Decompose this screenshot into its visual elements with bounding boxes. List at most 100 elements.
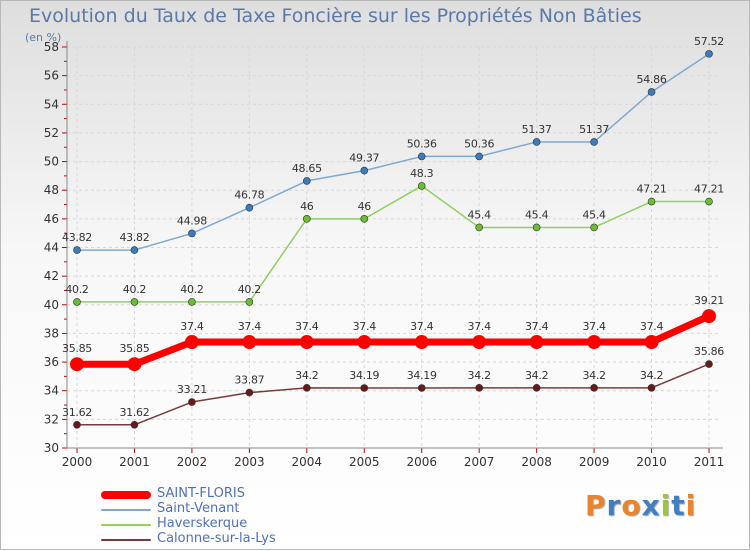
x-tick-label: 2001 bbox=[119, 455, 150, 469]
data-point-saint-venant bbox=[303, 177, 311, 185]
data-label-calonne-sur-la-lys: 35.86 bbox=[694, 345, 724, 358]
data-point-saint-floris bbox=[357, 335, 372, 350]
data-label-saint-venant: 43.82 bbox=[62, 231, 92, 244]
data-label-calonne-sur-la-lys: 34.19 bbox=[349, 369, 379, 382]
x-tick-label: 2006 bbox=[406, 455, 437, 469]
data-point-calonne-sur-la-lys bbox=[245, 388, 254, 397]
data-label-calonne-sur-la-lys: 34.2 bbox=[468, 369, 491, 382]
logo-letter: P bbox=[585, 489, 607, 522]
data-label-haverskerque: 47.21 bbox=[694, 183, 724, 196]
data-label-saint-venant: 48.65 bbox=[292, 162, 322, 175]
x-tick-label: 2009 bbox=[579, 455, 610, 469]
y-tick-label: 42 bbox=[44, 269, 59, 283]
data-label-calonne-sur-la-lys: 33.87 bbox=[234, 374, 264, 387]
data-point-haverskerque bbox=[130, 298, 139, 306]
data-point-saint-floris bbox=[472, 335, 487, 350]
data-point-haverskerque bbox=[532, 223, 541, 232]
data-label-haverskerque: 48.3 bbox=[410, 167, 434, 180]
legend-swatch bbox=[101, 491, 151, 499]
data-point-calonne-sur-la-lys bbox=[705, 360, 713, 368]
x-tick-label: 2000 bbox=[62, 455, 93, 469]
series-line-saint-venant bbox=[77, 53, 710, 251]
y-tick-label: 44 bbox=[44, 241, 59, 255]
data-point-saint-floris bbox=[184, 335, 199, 350]
data-point-saint-venant bbox=[130, 246, 139, 254]
data-point-calonne-sur-la-lys bbox=[590, 384, 598, 392]
x-tick-label: 2010 bbox=[636, 455, 667, 469]
proxiti-logo: Proxiti bbox=[585, 489, 696, 522]
data-point-haverskerque bbox=[303, 215, 311, 223]
y-tick-label: 30 bbox=[44, 441, 59, 455]
series-line-calonne-sur-la-lys bbox=[77, 363, 710, 426]
data-point-saint-floris bbox=[702, 309, 716, 324]
data-point-haverskerque bbox=[590, 223, 598, 232]
data-point-calonne-sur-la-lys bbox=[73, 420, 81, 429]
data-point-calonne-sur-la-lys bbox=[532, 384, 541, 392]
data-label-saint-venant: 44.98 bbox=[177, 214, 207, 227]
data-label-saint-floris: 37.4 bbox=[180, 320, 204, 333]
data-label-haverskerque: 40.2 bbox=[65, 283, 88, 296]
legend-label: Saint-Venant bbox=[157, 501, 240, 516]
data-label-calonne-sur-la-lys: 31.62 bbox=[62, 406, 92, 419]
logo-letter: t bbox=[671, 489, 686, 522]
data-point-haverskerque bbox=[475, 223, 483, 232]
data-label-calonne-sur-la-lys: 33.21 bbox=[177, 383, 207, 396]
y-tick-label: 56 bbox=[44, 69, 59, 83]
legend-swatch bbox=[101, 539, 151, 541]
data-label-haverskerque: 47.21 bbox=[637, 183, 667, 196]
data-point-saint-venant bbox=[647, 88, 656, 96]
data-point-calonne-sur-la-lys bbox=[475, 384, 483, 392]
data-label-saint-venant: 50.36 bbox=[407, 137, 437, 150]
logo-letter: o bbox=[621, 489, 642, 522]
data-point-saint-venant bbox=[188, 229, 196, 238]
data-label-saint-floris: 35.85 bbox=[119, 342, 149, 355]
legend-swatch bbox=[101, 509, 151, 511]
x-tick-label: 2004 bbox=[292, 455, 323, 469]
legend-label: SAINT-FLORIS bbox=[157, 486, 245, 501]
data-point-calonne-sur-la-lys bbox=[130, 420, 139, 429]
data-point-saint-floris bbox=[529, 335, 544, 350]
data-point-saint-venant bbox=[73, 246, 81, 254]
data-point-haverskerque bbox=[188, 298, 196, 306]
data-label-calonne-sur-la-lys: 34.2 bbox=[582, 369, 605, 382]
data-label-saint-venant: 51.37 bbox=[579, 123, 609, 136]
data-label-saint-floris: 37.4 bbox=[295, 320, 319, 333]
data-point-saint-floris bbox=[127, 357, 142, 372]
data-point-saint-floris bbox=[414, 335, 429, 350]
data-point-saint-venant bbox=[532, 138, 541, 146]
data-point-saint-venant bbox=[417, 152, 426, 161]
data-label-saint-floris: 37.4 bbox=[353, 320, 377, 333]
data-point-saint-venant bbox=[475, 152, 483, 161]
logo-letter: i bbox=[660, 489, 672, 522]
x-tick-label: 2007 bbox=[464, 455, 495, 469]
data-label-saint-venant: 49.37 bbox=[349, 152, 379, 165]
y-tick-label: 52 bbox=[44, 126, 59, 140]
data-point-calonne-sur-la-lys bbox=[188, 398, 196, 406]
data-label-haverskerque: 45.4 bbox=[468, 208, 492, 221]
data-label-saint-venant: 46.78 bbox=[234, 189, 264, 202]
logo-letter: i bbox=[685, 489, 697, 522]
data-label-haverskerque: 40.2 bbox=[238, 283, 261, 296]
data-label-saint-floris: 37.4 bbox=[410, 320, 434, 333]
series-line-saint-floris bbox=[77, 312, 711, 368]
data-label-haverskerque: 46 bbox=[300, 200, 314, 213]
data-point-saint-floris bbox=[587, 335, 602, 350]
data-label-saint-floris: 37.4 bbox=[582, 320, 606, 333]
data-label-saint-venant: 43.82 bbox=[119, 231, 149, 244]
data-label-saint-venant: 54.86 bbox=[637, 73, 667, 86]
legend-label: Calonne-sur-la-Lys bbox=[157, 531, 276, 546]
data-label-calonne-sur-la-lys: 34.2 bbox=[525, 369, 548, 382]
data-label-calonne-sur-la-lys: 31.62 bbox=[119, 406, 149, 419]
x-tick-label: 2008 bbox=[521, 455, 552, 469]
data-point-haverskerque bbox=[647, 197, 656, 206]
data-point-saint-floris bbox=[70, 357, 84, 372]
x-tick-label: 2005 bbox=[349, 455, 380, 469]
x-tick-label: 2011 bbox=[694, 455, 725, 469]
y-tick-label: 50 bbox=[44, 155, 59, 169]
data-label-saint-floris: 37.4 bbox=[525, 320, 549, 333]
y-tick-label: 34 bbox=[44, 384, 59, 398]
data-point-calonne-sur-la-lys bbox=[417, 384, 426, 392]
data-label-haverskerque: 45.4 bbox=[582, 208, 606, 221]
data-point-haverskerque bbox=[245, 298, 254, 306]
